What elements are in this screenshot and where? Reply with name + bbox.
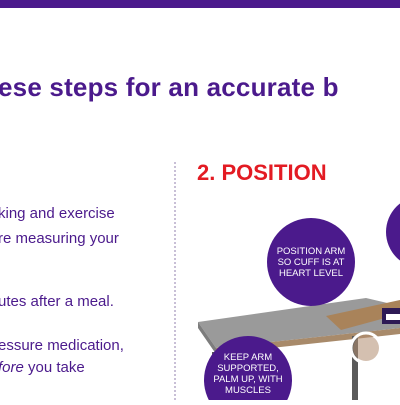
arm-shape bbox=[326, 300, 400, 330]
callout-text-cuff-level: POSITION ARM SO CUFF IS AT HEART LEVEL bbox=[276, 246, 346, 279]
table-leg bbox=[352, 336, 358, 400]
top-banner-bar bbox=[0, 0, 400, 8]
page-headline: ese steps for an accurate b bbox=[0, 72, 339, 102]
callout-text-arm-supported: KEEP ARM SUPPORTED, PALM UP, WITH MUSCLE… bbox=[213, 352, 283, 396]
section-title-position: 2. POSITION bbox=[197, 160, 327, 185]
plain-words: you take bbox=[23, 359, 85, 376]
instruction-line-italic-fragment: fore you take bbox=[0, 359, 85, 377]
instruction-line: re measuring your bbox=[0, 230, 119, 247]
instruction-line: essure medication, bbox=[0, 337, 124, 354]
italic-word: fore bbox=[0, 359, 24, 376]
callout-circle bbox=[204, 336, 292, 405]
position-illustration: POSITION ARM SO CUFF IS AT HEART LEVEL K… bbox=[176, 190, 400, 405]
table-arm-drawing bbox=[198, 203, 400, 405]
elbow-fill bbox=[353, 335, 379, 361]
callout-circle-partial bbox=[386, 203, 400, 261]
table-edge bbox=[198, 322, 216, 354]
instruction-line: king and exercise bbox=[0, 205, 115, 222]
callout-circle bbox=[267, 218, 355, 306]
step-one-column: king and exercise re measuring your utes… bbox=[0, 0, 170, 400]
column-divider bbox=[174, 162, 177, 400]
table-top bbox=[198, 298, 400, 348]
cuff-strap bbox=[386, 314, 400, 320]
elbow-highlight bbox=[349, 331, 383, 365]
instruction-line: utes after a meal. bbox=[0, 293, 114, 310]
